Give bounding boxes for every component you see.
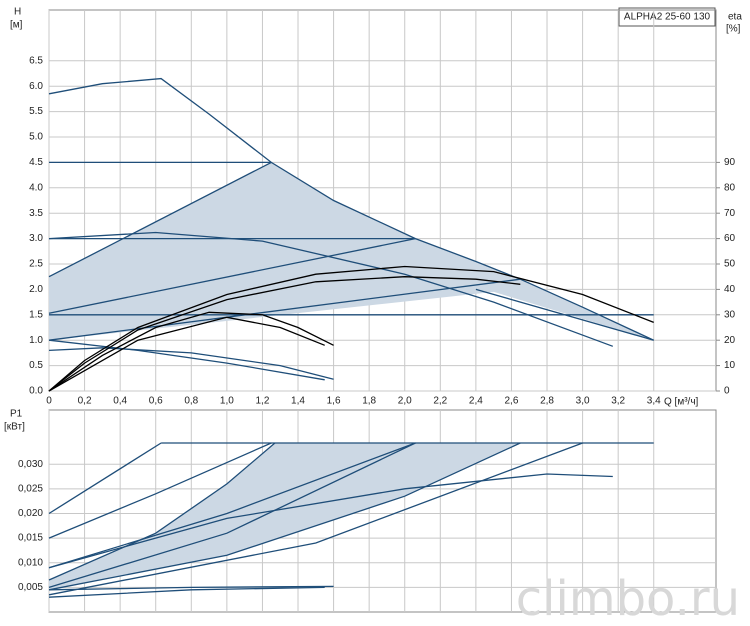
y-tick-label: 1.0: [29, 335, 43, 346]
y-tick-label: 4.0: [29, 182, 43, 193]
x-tick-label: 3,2: [611, 396, 625, 407]
y-tick-label: 6.0: [29, 81, 43, 92]
curve: [48, 442, 521, 591]
x-tick-label: 0,4: [113, 396, 127, 407]
x-tick-label: 1,8: [362, 396, 376, 407]
x-tick-label: 3,0: [576, 396, 590, 407]
x-tick-label: 0,6: [149, 396, 163, 407]
x-tick-label: 1,6: [327, 396, 341, 407]
y-tick-label: 3.5: [29, 208, 43, 219]
y2-tick-label: 10: [724, 360, 736, 371]
x-tick-label: 0,2: [78, 396, 92, 407]
curve: [48, 586, 325, 598]
x-label: Q [м³/ч]: [664, 397, 699, 408]
curve: [475, 288, 654, 341]
curve: [48, 473, 613, 569]
y-tick-label: 0,005: [18, 582, 43, 593]
y2-tick-label: 0: [724, 386, 730, 397]
y2-tick-label: 40: [724, 284, 736, 295]
curve: [48, 339, 325, 381]
curve: [48, 278, 521, 341]
curve: [48, 316, 325, 392]
curve: [48, 347, 334, 380]
working-area: [49, 443, 521, 590]
y-tick-label: 0.0: [29, 386, 43, 397]
annotation: ALPHA2 25-60 130: [624, 12, 711, 23]
y-tick-label: 6.5: [29, 55, 43, 66]
y2-tick-label: 70: [724, 208, 736, 219]
y2-tick-label: 20: [724, 335, 736, 346]
y-tick-label: 5.5: [29, 106, 43, 117]
y-tick-label: 0,030: [18, 459, 43, 470]
y2-tick-label: 60: [724, 233, 736, 244]
y-tick-label: 2.0: [29, 284, 43, 295]
y-tick-label: 2.5: [29, 259, 43, 270]
curve: [48, 585, 334, 591]
x-tick-label: 3,4: [647, 396, 661, 407]
y-tick-label: 1.5: [29, 309, 43, 320]
y2-label: eta: [728, 12, 742, 23]
curve: [48, 265, 654, 392]
y-unit: [м]: [10, 20, 23, 31]
curve: [48, 231, 614, 347]
watermark: climbo.ru: [516, 571, 740, 626]
x-tick-label: 2,8: [540, 396, 554, 407]
curve: [48, 442, 583, 596]
curve: [48, 442, 276, 581]
y2-unit: [%]: [726, 24, 741, 35]
y-tick-label: 5.0: [29, 132, 43, 143]
curve: [48, 77, 654, 341]
y-tick-label: 4.5: [29, 157, 43, 168]
y-tick-label: 0,025: [18, 483, 43, 494]
y-label: H: [14, 7, 21, 18]
y2-tick-label: 80: [724, 182, 736, 193]
curve: [48, 161, 272, 278]
curve: [48, 442, 416, 569]
y-unit: [кВт]: [4, 422, 25, 433]
y-tick-label: 0,010: [18, 557, 43, 568]
x-tick-label: 1,2: [255, 396, 269, 407]
y-label: P1: [10, 409, 23, 420]
y-tick-label: 3.0: [29, 233, 43, 244]
y-tick-label: 0,015: [18, 533, 43, 544]
curve: [48, 237, 416, 314]
y2-tick-label: 90: [724, 157, 736, 168]
curve: [48, 276, 521, 392]
x-tick-label: 1,0: [220, 396, 234, 407]
y2-tick-label: 50: [724, 259, 736, 270]
y2-tick-label: 30: [724, 309, 736, 320]
curve: [48, 442, 416, 589]
x-tick-label: 1,4: [291, 396, 305, 407]
x-tick-label: 0,8: [184, 396, 198, 407]
x-tick-label: 2,6: [505, 396, 519, 407]
curve: [48, 311, 334, 392]
legend-box: [618, 7, 716, 27]
curve: [48, 442, 162, 515]
x-tick-label: 2,2: [433, 396, 447, 407]
curve: [48, 442, 272, 539]
x-tick-label: 2,0: [398, 396, 412, 407]
y-tick-label: 0,020: [18, 508, 43, 519]
x-tick-label: 2,4: [469, 396, 483, 407]
y-tick-label: 0.5: [29, 360, 43, 371]
x-tick-label: 0: [46, 396, 52, 407]
plot-frame: [48, 9, 717, 392]
